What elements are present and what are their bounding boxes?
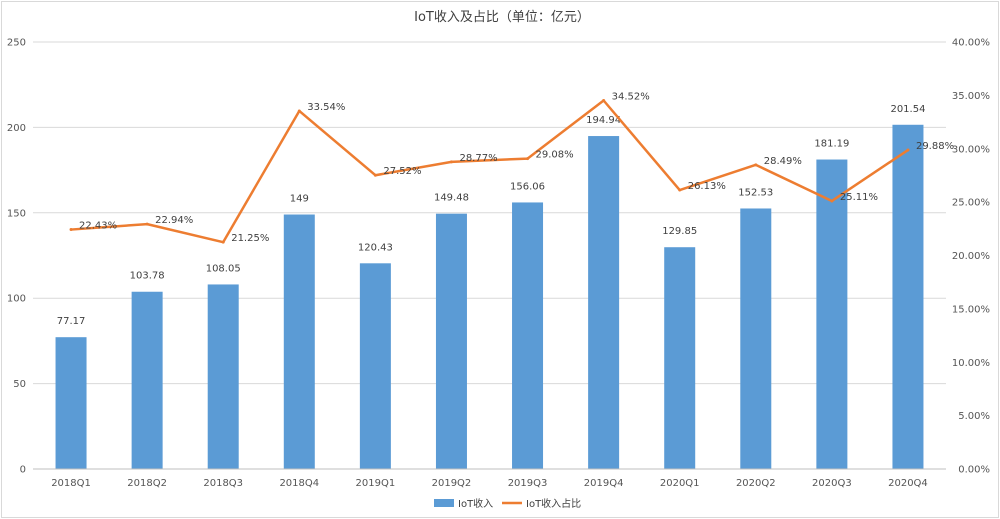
gridlines xyxy=(33,41,946,470)
x-tick-label: 2018Q1 xyxy=(51,478,91,489)
bar xyxy=(359,263,391,469)
legend-line-label: IoT收入占比 xyxy=(526,497,581,510)
bar xyxy=(740,208,772,469)
left-tick-label: 50 xyxy=(13,379,26,390)
line-point xyxy=(678,188,682,192)
line-value-label: 22.94% xyxy=(155,215,193,226)
bar-value-label: 152.53 xyxy=(738,187,773,198)
x-tick-label: 2018Q4 xyxy=(279,478,319,489)
chart-title: IoT收入及占比（单位：亿元） xyxy=(414,10,590,25)
line-value-label: 33.54% xyxy=(307,102,345,113)
line-value-label: 21.25% xyxy=(231,233,269,244)
line-point xyxy=(221,240,225,244)
left-tick-label: 100 xyxy=(7,294,26,305)
line-point xyxy=(830,199,834,203)
line-value-label: 29.08% xyxy=(536,150,574,161)
line-value-label: 27.52% xyxy=(383,166,421,177)
left-tick-label: 250 xyxy=(7,38,26,49)
line-value-label: 29.88% xyxy=(916,141,954,152)
line-point xyxy=(754,163,758,167)
line-point xyxy=(602,98,606,102)
right-tick-label: 15.00% xyxy=(952,304,990,315)
left-y-axis: 0 50 100 150 200 250 xyxy=(7,38,26,476)
bar-value-label: 129.85 xyxy=(662,226,697,237)
bar xyxy=(283,214,315,469)
line-value-label: 25.11% xyxy=(840,192,878,203)
x-axis: 2018Q1 2018Q2 2018Q3 2018Q4 2019Q1 2019Q2 2019… xyxy=(33,468,946,489)
right-y-axis: 0.00% 5.00% 10.00% 15.00% 20.00% 25.00% 30.00%… xyxy=(952,38,990,476)
line-point xyxy=(526,157,530,161)
x-tick-label: 2020Q2 xyxy=(736,478,776,489)
bar-value-label: 103.78 xyxy=(130,271,165,282)
bar xyxy=(131,291,163,469)
bar-value-label: 149 xyxy=(290,194,309,205)
bar-series xyxy=(55,124,924,470)
x-tick-label: 2020Q4 xyxy=(888,478,928,489)
line-point xyxy=(449,160,453,164)
bar-value-label: 108.05 xyxy=(206,263,241,274)
x-tick-label: 2019Q4 xyxy=(584,478,624,489)
bar-value-label: 149.48 xyxy=(434,193,469,204)
bar-value-label: 194.94 xyxy=(586,115,621,126)
x-tick-label: 2020Q3 xyxy=(812,478,852,489)
x-tick-label: 2020Q1 xyxy=(660,478,700,489)
right-tick-label: 35.00% xyxy=(952,91,990,102)
bar xyxy=(664,247,696,469)
right-tick-label: 20.00% xyxy=(952,251,990,262)
bar-value-label: 201.54 xyxy=(890,104,925,115)
right-tick-label: 40.00% xyxy=(952,38,990,49)
legend-bar-swatch xyxy=(434,499,454,507)
line-value-label: 28.49% xyxy=(764,156,802,167)
x-tick-label: 2018Q2 xyxy=(127,478,167,489)
left-tick-label: 200 xyxy=(7,123,26,134)
line-point xyxy=(145,222,149,226)
right-tick-label: 25.00% xyxy=(952,198,990,209)
bar xyxy=(512,202,544,469)
bar xyxy=(816,159,848,470)
bar xyxy=(207,284,239,469)
legend: IoT收入 IoT收入占比 xyxy=(434,497,581,510)
bar xyxy=(55,337,87,469)
right-tick-label: 0.00% xyxy=(958,465,990,476)
line-point xyxy=(69,228,73,232)
line-series xyxy=(69,98,910,244)
x-tick-label: 2019Q2 xyxy=(432,478,472,489)
right-tick-label: 10.00% xyxy=(952,358,990,369)
x-tick-label: 2018Q3 xyxy=(203,478,243,489)
left-tick-label: 0 xyxy=(20,465,26,476)
bar-value-label: 77.17 xyxy=(57,316,86,327)
series-line xyxy=(70,99,909,244)
x-tick-label: 2019Q1 xyxy=(356,478,396,489)
line-value-label: 26.13% xyxy=(688,181,726,192)
bar xyxy=(435,213,467,469)
left-tick-label: 150 xyxy=(7,208,26,219)
line-point xyxy=(906,148,910,152)
line-value-label: 34.52% xyxy=(612,91,650,102)
line-value-label: 22.43% xyxy=(79,221,117,232)
right-tick-label: 30.00% xyxy=(952,144,990,155)
right-tick-label: 5.00% xyxy=(958,411,990,422)
bar xyxy=(892,124,924,469)
bar-value-label: 181.19 xyxy=(814,139,849,150)
bar-data-labels: 77.17 103.78 108.05 149 120.43 149.48 156.06 19… xyxy=(57,104,926,327)
line-value-label: 28.77% xyxy=(459,153,497,164)
line-point xyxy=(373,173,377,177)
bar-value-label: 156.06 xyxy=(510,181,545,192)
bar-value-label: 120.43 xyxy=(358,242,393,253)
line-data-labels: 22.43% 22.94% 21.25% 33.54% 27.52% 28.77% 29.0… xyxy=(79,91,954,244)
bar xyxy=(588,136,620,469)
x-tick-label: 2019Q3 xyxy=(508,478,548,489)
legend-bar-label: IoT收入 xyxy=(458,497,493,510)
line-point xyxy=(297,109,301,113)
